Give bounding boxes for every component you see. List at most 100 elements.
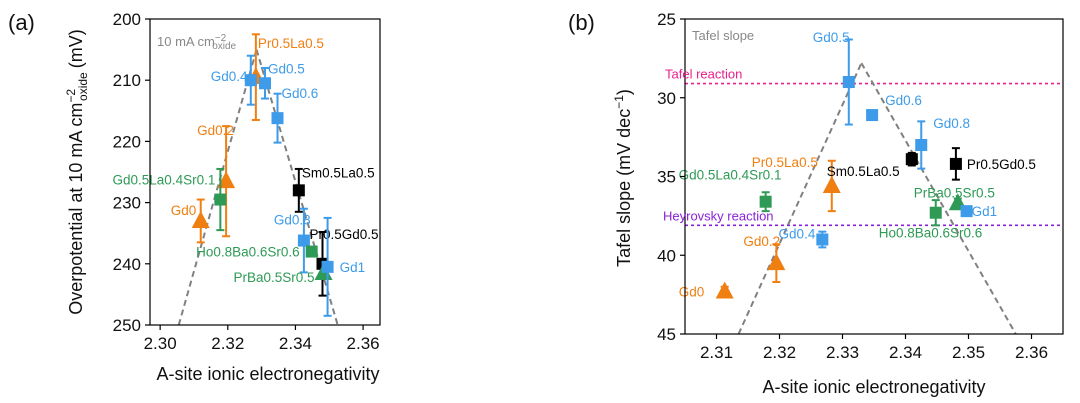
square-marker: [297, 234, 310, 247]
point-label: Gd0.4: [211, 69, 248, 84]
panel-b-ticks: 2.31 2.32 2.33 2.34 2.35 2.36 25 30 35 40 45: [657, 10, 1048, 362]
square-marker: [292, 184, 305, 197]
data-point-gd0-5la0-4sr0-1: Gd0.5La0.4Sr0.1: [679, 168, 782, 213]
point-label: Pr0.5La0.5: [258, 36, 324, 51]
square-marker: [214, 193, 227, 206]
data-point-gd0-6: Gd0.6: [866, 93, 922, 122]
point-label: PrBa0.5Sr0.5: [233, 270, 314, 285]
square-marker: [244, 74, 257, 87]
square-marker: [321, 260, 334, 273]
tafel-reaction-label: Tafel reaction: [665, 67, 742, 82]
square-marker: [842, 76, 855, 88]
x-tick-label: 2.34: [279, 334, 312, 353]
trend-line-2: [860, 62, 1017, 334]
data-point-gd0-5: Gd0.5: [813, 30, 855, 126]
panel-a: (a) Gd0 Gd0.2 Gd0.5La0.4Sr0.1 Pr0.5La0.5 Gd0…: [8, 10, 381, 384]
point-label: Gd0.4: [779, 227, 816, 242]
y-tick-label: 25: [657, 10, 676, 29]
panel-a-letter: (a): [8, 10, 35, 35]
square-marker: [866, 109, 879, 122]
data-point-sm0-5la0-5: Sm0.5La0.5: [827, 151, 918, 179]
square-marker: [271, 112, 284, 125]
square-marker: [759, 195, 772, 208]
point-label: Gd1: [972, 204, 998, 219]
panel-b: (b) Gd0Gd0.2Gd0.5La0.4Sr0.1Pr0.5La0.5Gd0…: [568, 10, 1064, 397]
data-point-sm0-5la0-5: Sm0.5La0.5: [292, 165, 375, 213]
data-point-gd0-8: Gd0.8: [274, 207, 311, 274]
x-tick-label: 2.33: [826, 343, 859, 362]
y-tick-label: 45: [657, 325, 676, 344]
x-tick-label: 2.35: [952, 343, 985, 362]
x-tick-label: 2.30: [144, 334, 177, 353]
square-marker: [905, 153, 918, 166]
point-label: Gd0.5La0.4Sr0.1: [679, 168, 782, 183]
point-label: Gd1: [340, 260, 366, 275]
square-marker: [305, 245, 318, 258]
point-label: Gd0: [679, 284, 705, 299]
y-tick-label: 220: [113, 132, 141, 151]
data-point-gd0: Gd0: [171, 198, 210, 244]
data-point-gd0-8: Gd0.8: [915, 116, 970, 170]
point-label: Gd0.6: [885, 93, 922, 108]
data-point-gd0-5: Gd0.5: [259, 61, 305, 100]
panel-b-x-axis-title: A-site ionic electronegativity: [762, 377, 985, 397]
square-marker: [259, 77, 271, 90]
x-tick-label: 2.32: [763, 343, 796, 362]
y-tick-label: 35: [657, 168, 676, 187]
square-marker: [816, 233, 829, 246]
y-tick-label: 210: [113, 71, 141, 90]
panel-b-y-axis-title: Tafel slope (mV dec−1): [612, 89, 634, 267]
triangle-marker: [822, 175, 841, 193]
data-point-gd1: Gd1: [321, 216, 366, 317]
square-marker: [960, 205, 973, 218]
x-tick-label: 2.34: [889, 343, 922, 362]
point-label: Gd0.6: [282, 86, 319, 101]
data-point-gd1: Gd1: [960, 204, 998, 219]
data-point-ho0-8ba0-6sr0-6: Ho0.8Ba0.6Sr0.6: [879, 199, 983, 241]
panel-a-x-axis-title: A-site ionic electronegativity: [156, 364, 379, 384]
data-point-gd0-5la0-4sr0-1: Gd0.5La0.4Sr0.1: [113, 167, 227, 232]
heyrovsky-reaction-label: Heyrovsky reaction: [663, 208, 774, 223]
panel-a-plot-frame: [149, 18, 381, 326]
data-point-gd0-2: Gd0.2: [743, 234, 786, 284]
point-label: Ho0.8Ba0.6Sr0.6: [879, 226, 983, 241]
triangle-marker: [217, 171, 236, 189]
x-tick-label: 2.36: [1015, 343, 1048, 362]
panel-b-reference-lines: [685, 62, 1063, 334]
point-label: Sm0.5La0.5: [302, 165, 375, 180]
square-marker: [915, 139, 928, 151]
panel-b-annotation: Tafel slope: [692, 28, 754, 43]
data-point-gd0-4: Gd0.4: [211, 54, 257, 106]
y-tick-label: 40: [657, 246, 676, 265]
point-label: Gd0.5La0.4Sr0.1: [113, 173, 216, 188]
y-tick-label: 30: [657, 89, 676, 108]
panel-a-annotation: 10 mA cm−2 oxide: [157, 33, 237, 52]
y-tick-label: 200: [113, 10, 141, 29]
point-label: PrBa0.5Sr0.5: [914, 185, 995, 200]
point-label: Pr0.5La0.5: [752, 155, 818, 170]
data-point-gd0-2: Gd0.2: [197, 123, 236, 238]
triangle-marker: [767, 253, 786, 271]
trend-line-1: [737, 62, 863, 334]
point-label: Gd0.8: [274, 213, 311, 228]
point-label: Pr0.5Gd0.5: [967, 157, 1036, 172]
data-point-gd0-6: Gd0.6: [271, 86, 319, 144]
data-point-pr0-5gd0-5: Pr0.5Gd0.5: [949, 147, 1036, 181]
data-point-pr0-5la0-5: Pr0.5La0.5: [246, 33, 324, 121]
square-marker: [929, 206, 942, 219]
square-marker: [949, 157, 962, 170]
point-label: Gd0.8: [933, 116, 970, 131]
point-label: Gd0.2: [197, 123, 234, 138]
point-label: Gd0: [171, 203, 197, 218]
x-tick-label: 2.31: [700, 343, 733, 362]
point-label: Gd0.2: [743, 234, 780, 249]
data-point-gd0: Gd0: [679, 281, 734, 299]
point-label: Pr0.5Gd0.5: [310, 227, 379, 242]
y-tick-label: 230: [113, 194, 141, 213]
triangle-marker: [715, 281, 734, 299]
panel-a-ticks: 2.30 2.32 2.34 2.36 200 210 220 230 240 250: [113, 10, 380, 353]
x-tick-label: 2.32: [211, 334, 244, 353]
point-label: Gd0.5: [268, 61, 305, 76]
